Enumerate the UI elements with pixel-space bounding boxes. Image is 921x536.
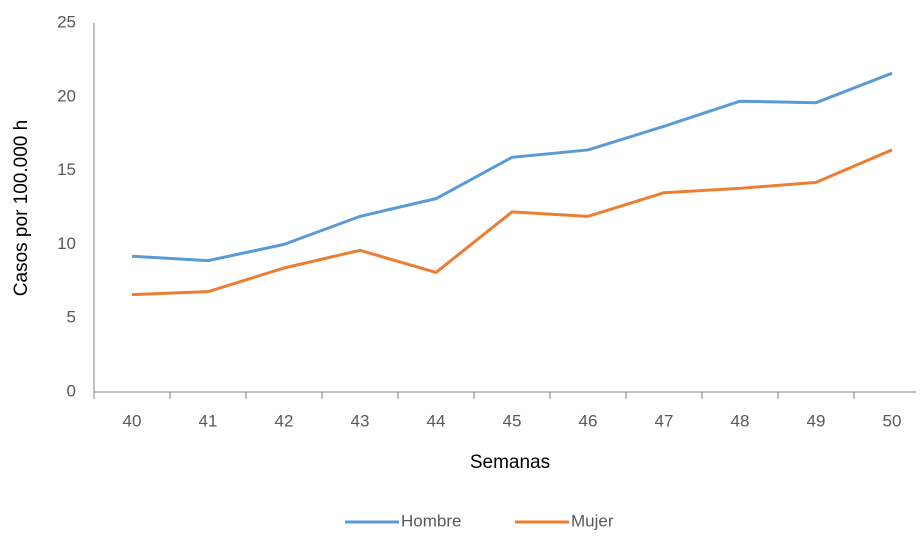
line-series — [131, 148, 893, 297]
y-tick-label: 5 — [67, 308, 76, 327]
y-tick-label: 0 — [67, 381, 76, 400]
x-tick-label: 40 — [123, 411, 142, 430]
x-tick-label: 49 — [807, 411, 826, 430]
line-series — [131, 71, 893, 263]
y-tick-label: 25 — [57, 12, 76, 31]
x-tick-label: 50 — [883, 411, 902, 430]
y-tick-label: 10 — [57, 234, 76, 253]
x-tick-label: 45 — [503, 411, 522, 430]
legend-label: Mujer — [571, 511, 614, 530]
x-tick-label: 43 — [351, 411, 370, 430]
x-axis-title: Semanas — [470, 452, 550, 473]
y-axis-title: Casos por 100.000 h — [11, 120, 32, 296]
y-tick-label: 15 — [57, 160, 76, 179]
x-tick-label: 47 — [655, 411, 674, 430]
x-tick-label: 46 — [579, 411, 598, 430]
x-tick-label: 41 — [199, 411, 218, 430]
x-tick-label: 42 — [275, 411, 294, 430]
x-tick-label: 44 — [427, 411, 446, 430]
x-tick-label: 48 — [731, 411, 750, 430]
y-tick-label: 20 — [57, 86, 76, 105]
legend-label: Hombre — [401, 511, 461, 530]
